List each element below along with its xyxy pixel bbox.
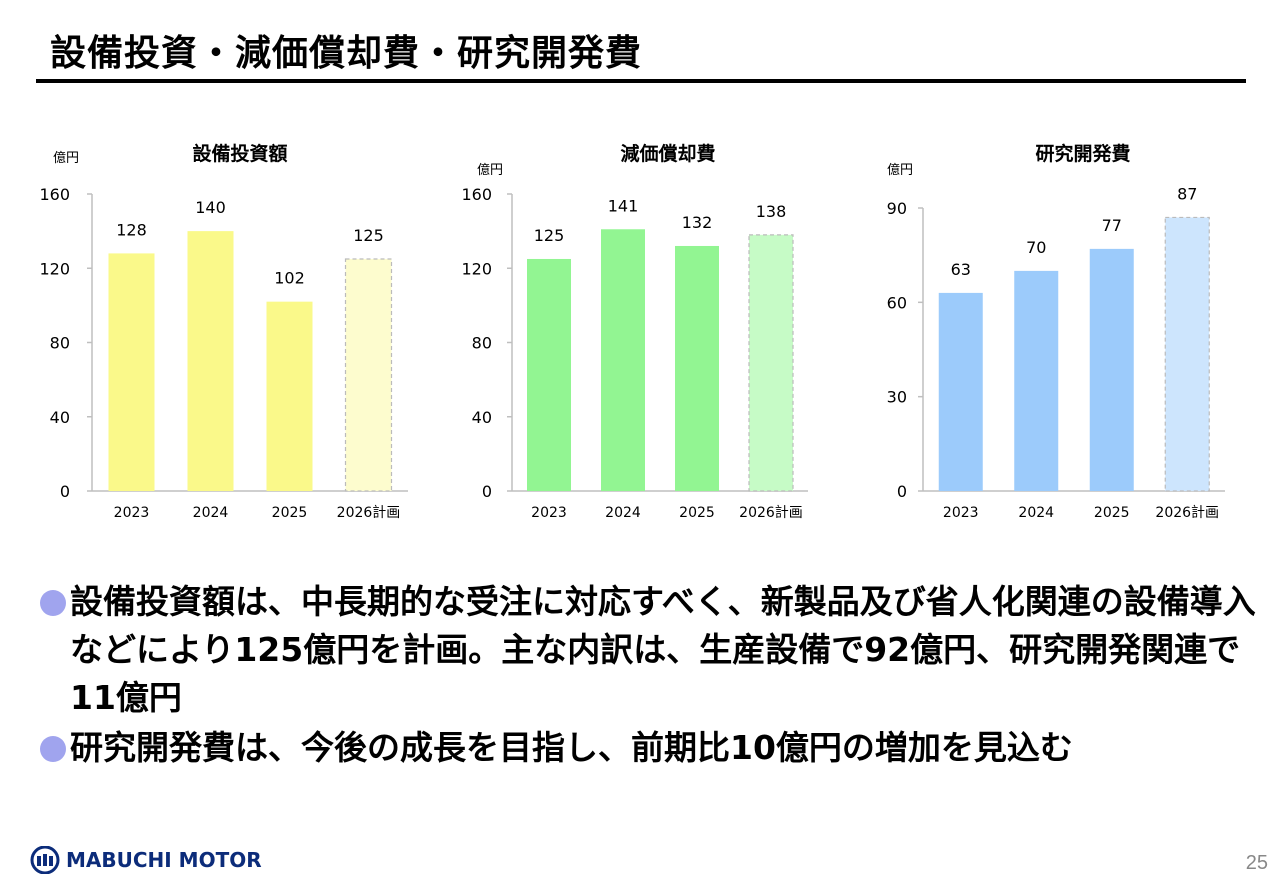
x-tick-label: 2023 [114,505,150,521]
bar [266,301,313,491]
y-tick-label: 0 [60,482,70,501]
bullet-text: 研究開発費は、今後の成長を目指し、前期比10億円の増加を見込む [70,728,1073,767]
plan-bar [748,234,794,492]
data-label: 102 [274,269,305,288]
y-tick-label: 90 [887,199,907,218]
depreciation-chart: 減価償却費億円 0 40 80 120 160 125 2023 141 2024 132 2025 1… [460,130,860,530]
bar [1089,248,1134,491]
y-unit-label: 億円 [53,150,79,166]
data-label: 77 [1102,216,1122,235]
bar [938,292,983,491]
bullet-item: 設備投資額は、中長期的な受注に対応すべく、新製品及び省人化関連の設備導入などによ… [36,578,1256,722]
bullet-item: 研究開発費は、今後の成長を目指し、前期比10億円の増加を見込む [36,724,1256,772]
data-label: 125 [353,226,384,245]
y-tick-label: 40 [472,408,492,427]
bar [187,231,234,491]
data-label: 87 [1177,184,1197,203]
bar [527,258,571,491]
bullet-dot-icon [40,590,66,616]
data-label: 132 [682,213,713,232]
y-tick-label: 120 [40,259,70,278]
y-tick-label: 80 [50,334,70,353]
data-label: 141 [608,196,639,215]
chart-title: 減価償却費 [620,142,715,165]
x-tick-label: 2026計画 [337,505,401,521]
data-label: 138 [756,202,787,221]
y-unit-label: 億円 [477,162,503,178]
data-label: 128 [116,220,147,239]
bar [1014,270,1059,491]
bullet-dot-icon [40,736,66,762]
y-tick-label: 160 [40,185,70,204]
x-tick-label: 2025 [272,505,308,521]
logo-mark-icon [30,846,60,874]
x-tick-label: 2025 [679,505,715,521]
y-tick-label: 120 [461,259,492,278]
data-label: 70 [1026,238,1046,257]
x-tick-label: 2026計画 [739,505,803,521]
y-tick-label: 30 [887,388,907,407]
chart-title: 研究開発費 [1035,142,1130,165]
data-label: 140 [195,198,226,217]
y-tick-label: 0 [482,482,492,501]
logo-text: MABUCHI MOTOR [66,848,262,872]
bullet-list: 設備投資額は、中長期的な受注に対応すべく、新製品及び省人化関連の設備導入などによ… [36,578,1256,774]
capex-chart: 設備投資額 億円 0 40 80 120 160 128 2023 140 2024 102 2025 1… [40,130,440,530]
y-tick-label: 80 [472,334,492,353]
y-tick-label: 60 [887,293,907,312]
rnd-chart: 研究開発費億円 0 30 60 90 63 2023 70 2024 77 2025 87 2026計画 [875,130,1275,530]
y-unit-label: 億円 [887,162,913,178]
data-label: 63 [951,260,971,279]
page-title: 設備投資・減価償却費・研究開発費 [50,33,643,74]
x-tick-label: 2024 [1018,505,1054,521]
page-number: 25 [1245,852,1268,874]
x-tick-label: 2026計画 [1155,505,1219,521]
plan-bar [344,258,393,492]
y-tick-label: 0 [897,482,907,501]
x-tick-label: 2024 [193,505,229,521]
y-tick-label: 40 [50,408,70,427]
chart-title: 設備投資額 [192,142,287,165]
bar [601,229,645,492]
x-tick-label: 2023 [943,505,979,521]
company-logo: MABUCHI MOTOR [30,846,262,874]
title-divider [36,79,1246,83]
bar-chart-svg: 設備投資額 億円 0 40 80 120 160 128 2023 140 2024 102 2025 1… [40,142,408,521]
plan-bar [1164,216,1210,492]
x-tick-label: 2024 [605,505,641,521]
bullet-text: 設備投資額は、中長期的な受注に対応すべく、新製品及び省人化関連の設備導入などによ… [70,582,1256,717]
bar [108,253,155,491]
x-tick-label: 2025 [1094,505,1130,521]
bar [675,245,719,491]
data-label: 125 [534,226,565,245]
x-tick-label: 2023 [531,505,567,521]
y-tick-label: 160 [461,185,492,204]
